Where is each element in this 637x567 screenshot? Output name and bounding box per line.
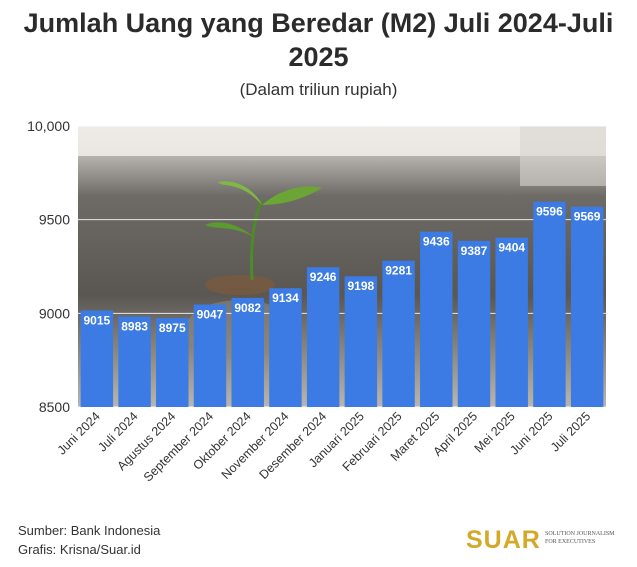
bar [156,318,189,407]
data-label: 9134 [272,291,299,305]
suar-logo: SUAR [466,526,541,554]
bar [118,316,151,407]
credit-note: Grafis: Krisna/Suar.id [18,542,141,557]
data-label: 8975 [159,321,186,335]
bar [382,260,415,407]
bar [306,267,340,407]
y-axis: 8500 9000 9500 10,000 [27,118,70,415]
bar [193,304,227,407]
data-label: 9281 [385,264,412,278]
data-label: 9047 [197,308,224,322]
data-label: 9387 [461,244,488,258]
bar [344,276,378,407]
x-tick-label: Desember 2024 [256,409,329,482]
y-tick-label: 9500 [39,212,70,228]
bar [457,240,491,407]
x-tick-label: September 2024 [141,409,216,484]
bar [269,288,302,407]
data-label: 9596 [536,205,563,219]
bar [80,310,114,407]
bars: 9015 8983 8975 9047 9082 9134 9246 9198 9281 9436… [80,201,604,407]
chart-title: Jumlah Uang yang Beredar (M2) Juli 2024-… [23,8,614,72]
chart-subtitle: (Dalam triliun rupiah) [239,80,398,99]
data-label: 9198 [348,279,375,293]
suar-tagline: Solution Journalism for Executives [545,531,615,545]
x-tick-label: Juli 2025 [548,409,593,454]
bar [533,201,566,407]
data-label: 9404 [498,241,525,255]
data-label: 8983 [121,320,148,334]
data-label: 9082 [234,301,261,315]
data-label: 9436 [423,235,450,249]
bar [420,231,453,407]
bar [495,237,528,407]
y-tick-label: 10,000 [27,118,70,134]
x-tick-label: Juni 2024 [55,409,103,457]
bar [570,206,604,407]
source-note: Sumber: Bank Indonesia [18,523,161,538]
data-label: 9246 [310,270,337,284]
data-label: 9569 [574,210,601,224]
x-tick-label: November 2024 [219,409,292,482]
y-tick-label: 9000 [39,305,70,321]
y-tick-label: 8500 [39,399,70,415]
data-label: 9015 [84,314,111,328]
bar [231,297,264,407]
